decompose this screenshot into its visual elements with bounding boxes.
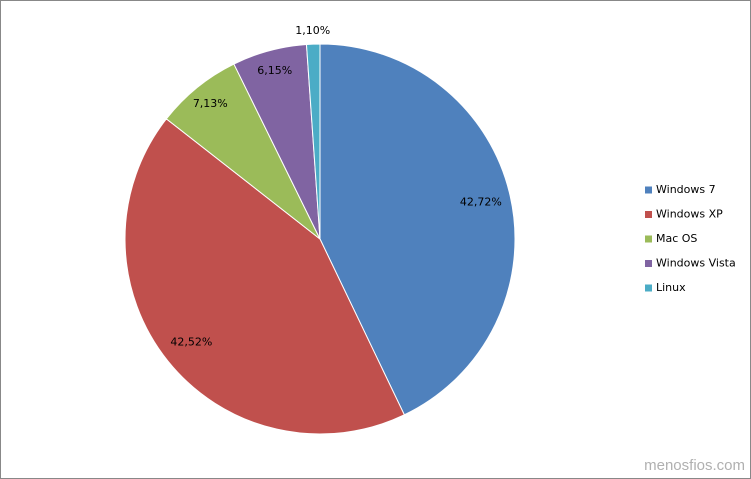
legend-swatch	[645, 235, 652, 243]
watermark: menosfios.com	[644, 457, 745, 474]
pie-slice	[124, 118, 405, 435]
data-label: 42,72%	[460, 195, 502, 208]
legend-label: Linux	[656, 281, 686, 294]
pie-slice	[319, 43, 516, 416]
data-label: 7,13%	[193, 97, 228, 110]
data-label: 6,15%	[257, 64, 292, 77]
legend-swatch	[645, 260, 652, 267]
legend-label: Mac OS	[656, 232, 697, 245]
legend-label: Windows XP	[656, 208, 723, 221]
legend-swatch	[645, 186, 652, 194]
legend-label: Windows Vista	[656, 257, 736, 270]
legend-swatch	[645, 211, 652, 218]
legend-label: Windows 7	[656, 183, 716, 196]
data-label: 1,10%	[295, 24, 330, 37]
legend-swatch	[645, 284, 652, 292]
data-label: 42,52%	[170, 335, 212, 348]
pie-slice	[305, 43, 321, 240]
